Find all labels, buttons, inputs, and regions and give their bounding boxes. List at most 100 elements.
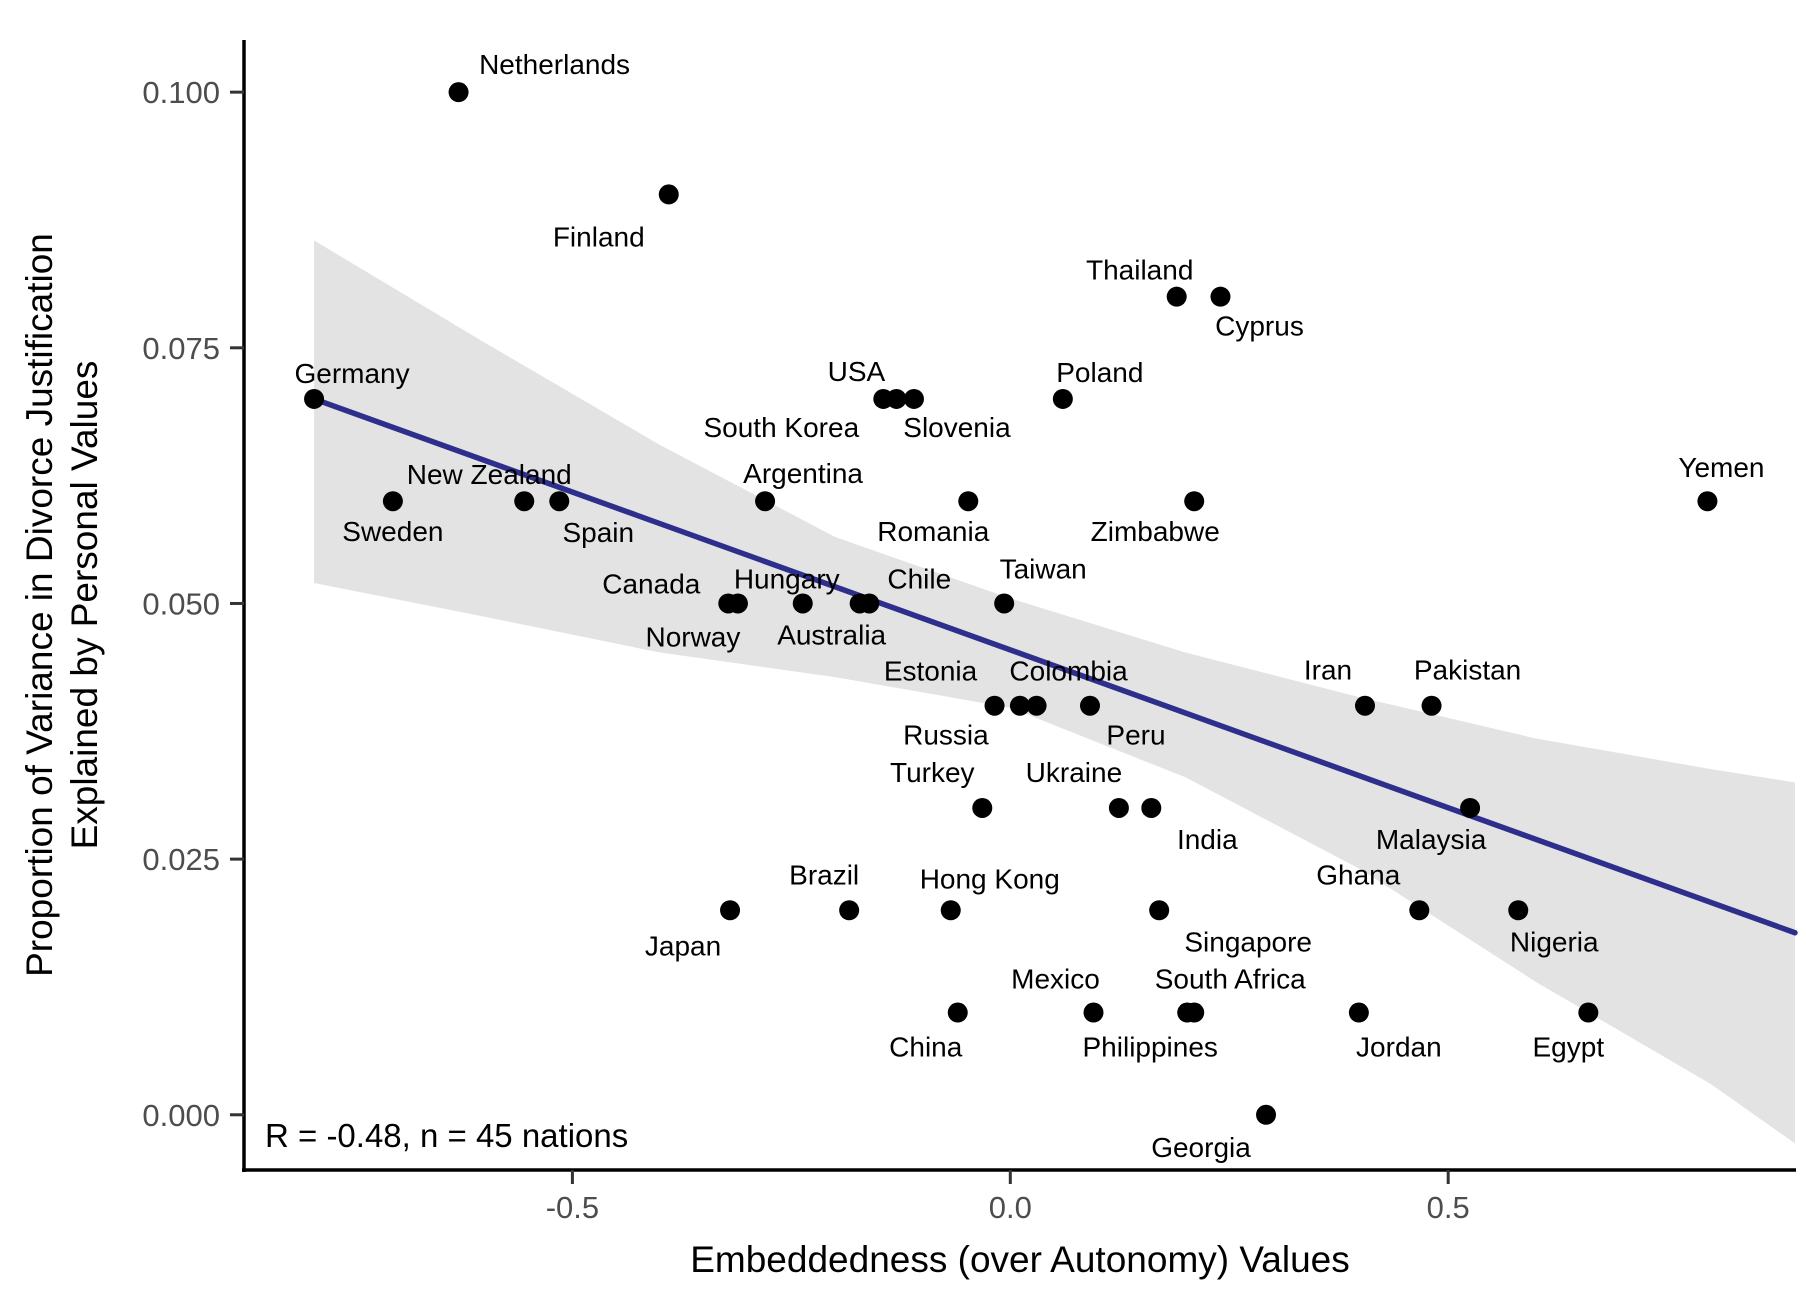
country-label-ghana: Ghana: [1316, 859, 1400, 890]
data-point-russia: [1009, 695, 1030, 716]
country-label-thailand: Thailand: [1086, 255, 1193, 286]
country-label-argentina: Argentina: [743, 458, 863, 489]
country-label-australia: Australia: [777, 619, 886, 650]
data-point-mexico: [1083, 1002, 1104, 1023]
data-point-hong-kong: [940, 900, 961, 921]
data-point-netherlands: [448, 82, 469, 103]
country-label-russia: Russia: [903, 720, 989, 751]
data-point-slovenia: [903, 388, 924, 409]
x-axis-title: Embeddedness (over Autonomy) Values: [690, 1239, 1350, 1280]
data-point-pakistan: [1421, 695, 1442, 716]
data-point-egypt: [1578, 1002, 1599, 1023]
y-axis-title-line1: Proportion of Variance in Divorce Justif…: [19, 233, 60, 977]
data-point-sweden: [382, 491, 403, 512]
country-label-turkey: Turkey: [890, 757, 975, 788]
country-label-peru: Peru: [1106, 720, 1165, 751]
data-point-singapore: [1149, 900, 1170, 921]
data-point-germany: [304, 388, 325, 409]
country-labels-layer: Netherlands Finland Thailand Cyprus Germany S…: [294, 49, 1764, 1163]
country-label-brazil: Brazil: [789, 859, 859, 890]
x-tick-label: -0.5: [546, 1190, 599, 1225]
data-point-turkey: [972, 797, 993, 818]
country-label-slovenia: Slovenia: [903, 412, 1011, 443]
correlation-annotation: R = -0.48, n = 45 nations: [265, 1117, 628, 1154]
data-point-zimbabwe: [1184, 491, 1205, 512]
y-tick-label: 0.100: [142, 75, 220, 110]
data-point-estonia: [984, 695, 1005, 716]
country-label-jordan: Jordan: [1356, 1032, 1442, 1063]
data-point-romania: [958, 491, 979, 512]
country-label-japan: Japan: [645, 930, 721, 961]
x-tick-label: 0.0: [989, 1190, 1032, 1225]
data-point-iran: [1354, 695, 1375, 716]
country-label-south-africa: South Africa: [1155, 964, 1306, 995]
data-point-thailand: [1166, 286, 1187, 307]
country-label-new-zealand: New Zealand: [407, 459, 572, 490]
data-point-japan: [720, 900, 741, 921]
country-label-netherlands: Netherlands: [479, 49, 630, 80]
confidence-band-layer: [314, 240, 1795, 1144]
country-label-egypt: Egypt: [1533, 1032, 1605, 1063]
x-tick-label: 0.5: [1427, 1190, 1470, 1225]
country-label-philippines: Philippines: [1083, 1032, 1218, 1063]
country-label-sweden: Sweden: [342, 516, 443, 547]
country-label-cyprus: Cyprus: [1215, 311, 1304, 342]
country-label-finland: Finland: [553, 221, 645, 252]
country-label-china: China: [889, 1032, 963, 1063]
data-point-brazil: [839, 900, 860, 921]
country-label-chile: Chile: [887, 563, 951, 594]
y-tick-label: 0.050: [142, 586, 220, 621]
data-point-usa: [886, 388, 907, 409]
country-label-singapore: Singapore: [1184, 926, 1312, 957]
country-label-romania: Romania: [877, 516, 989, 547]
data-point-taiwan: [994, 593, 1015, 614]
data-point-india: [1141, 797, 1162, 818]
data-point-malaysia: [1460, 797, 1481, 818]
data-point-nigeria: [1508, 900, 1529, 921]
country-label-germany: Germany: [294, 358, 409, 389]
data-points-layer: [304, 82, 1718, 1125]
regression-line-layer: [311, 396, 1798, 936]
data-point-jordan: [1348, 1002, 1369, 1023]
y-axis-title-line2: Explained by Personal Values: [64, 361, 105, 850]
data-point-argentina: [755, 491, 776, 512]
data-point-spain: [549, 491, 570, 512]
country-label-malaysia: Malaysia: [1376, 824, 1487, 855]
country-label-colombia: Colombia: [1009, 656, 1128, 687]
data-point-yemen: [1697, 491, 1718, 512]
data-point-new-zealand: [514, 491, 535, 512]
country-label-nigeria: Nigeria: [1510, 926, 1599, 957]
country-label-spain: Spain: [562, 517, 634, 548]
country-label-canada: Canada: [602, 568, 701, 599]
data-point-colombia: [1026, 695, 1047, 716]
country-label-hungary: Hungary: [734, 563, 840, 594]
data-point-poland: [1052, 388, 1073, 409]
data-point-chile: [859, 593, 880, 614]
data-point-ghana: [1409, 900, 1430, 921]
country-label-zimbabwe: Zimbabwe: [1091, 516, 1220, 547]
country-label-taiwan: Taiwan: [1000, 553, 1087, 584]
axis-ticks-layer: -0.5 0.0 0.5 0.000 0.025 0.050 0.075 0.100: [142, 75, 1469, 1225]
data-point-ukraine: [1108, 797, 1129, 818]
data-point-georgia: [1256, 1104, 1277, 1125]
y-tick-label: 0.000: [142, 1098, 220, 1133]
y-tick-label: 0.075: [142, 331, 220, 366]
country-label-poland: Poland: [1056, 357, 1143, 388]
data-point-cyprus: [1210, 286, 1231, 307]
country-label-iran: Iran: [1304, 655, 1352, 686]
country-label-hong-kong: Hong Kong: [920, 863, 1060, 894]
country-label-pakistan: Pakistan: [1414, 655, 1521, 686]
country-label-ukraine: Ukraine: [1026, 757, 1122, 788]
country-label-usa: USA: [828, 356, 886, 387]
data-point-hungary: [792, 593, 813, 614]
data-point-norway: [727, 593, 748, 614]
regression-line: [311, 396, 1798, 936]
data-point-south-africa: [1184, 1002, 1205, 1023]
country-label-norway: Norway: [645, 621, 740, 652]
country-label-estonia: Estonia: [884, 656, 978, 687]
country-label-georgia: Georgia: [1151, 1132, 1251, 1163]
data-point-china: [947, 1002, 968, 1023]
y-tick-label: 0.025: [142, 842, 220, 877]
